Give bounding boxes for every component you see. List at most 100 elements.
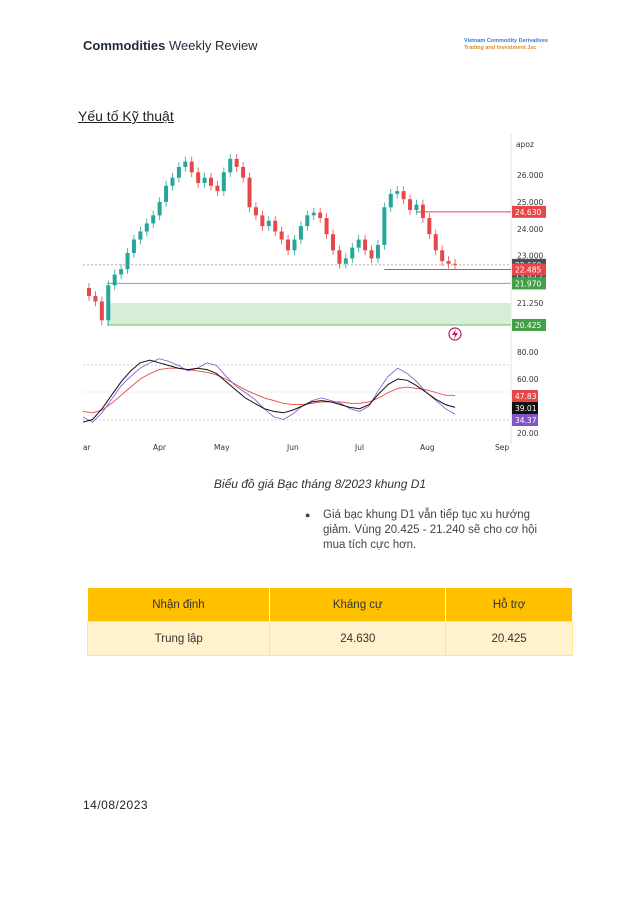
candle-body — [298, 226, 303, 240]
candle-body — [350, 247, 355, 259]
indicator-tag-label: 47.83 — [515, 392, 537, 401]
outlook-table: Nhận định Kháng cự Hỗ trợ Trung lập 24.6… — [86, 588, 573, 656]
price-tag — [512, 277, 546, 290]
candle-body — [286, 239, 291, 251]
candle-body — [196, 172, 201, 184]
candle-body — [221, 172, 226, 192]
candle-body — [266, 220, 271, 227]
indicator-smooth-line — [83, 359, 456, 423]
price-tick-label: 26.000 — [517, 171, 543, 180]
silver-price-chart: apoz 26.000 25.000 24.000 23.000 21.250 24.6… — [83, 134, 557, 456]
lightning-icon — [448, 327, 462, 341]
candle-body — [157, 201, 162, 216]
candle-body — [170, 177, 175, 186]
brand-line2: Trading and Investment Jsc — [464, 45, 537, 51]
candle-body — [125, 253, 130, 270]
candle-body — [337, 250, 342, 264]
candle-body — [453, 263, 457, 265]
indicator-tick-label: 80.00 — [517, 348, 539, 357]
candle-body — [311, 212, 316, 216]
candle-body — [209, 177, 213, 186]
report-date: 14/08/2023 — [83, 798, 149, 812]
candle-body — [318, 212, 323, 219]
price-tick-label: 23.000 — [517, 252, 543, 261]
table-row: Trung lập 24.630 20.425 — [86, 621, 573, 656]
candle-body — [234, 158, 239, 167]
company-logo-text: Vietnam Commodity Derivatives Trading an… — [464, 38, 548, 52]
x-tick-label: Sep — [495, 443, 509, 452]
indicator-tag-label: 34.37 — [515, 416, 537, 425]
candle-body — [131, 239, 136, 254]
indicator-tag — [512, 414, 538, 426]
price-tag — [512, 263, 546, 276]
candle-body — [241, 166, 246, 178]
x-tick-label: ar — [83, 443, 92, 452]
resistance-line — [384, 211, 511, 271]
x-tick-label: Apr — [153, 443, 167, 452]
price-tag — [512, 318, 546, 331]
candle-body — [260, 215, 265, 227]
candle-body — [292, 239, 297, 251]
candle-body — [247, 177, 252, 208]
candle-body — [138, 231, 143, 240]
header-support: Hỗ trợ — [445, 588, 573, 622]
candle-body — [343, 258, 348, 264]
candle-body — [176, 166, 181, 178]
price-tick-label: 21.250 — [517, 299, 543, 308]
section-title: Yếu tố Kỹ thuật — [78, 108, 174, 124]
candle-body — [106, 285, 111, 321]
report-title: Commodities Weekly Review — [83, 38, 258, 53]
price-tag-label: 22.485 — [515, 266, 541, 275]
candle-body — [87, 287, 91, 297]
indicator-tick-label: 60.00 — [517, 375, 539, 384]
chart-caption: Biểu đồ giá Bạc tháng 8/2023 khung D1 — [213, 477, 427, 491]
candle-body — [144, 223, 149, 232]
bullet-text: Giá bạc khung D1 vẫn tiếp tục xu hướng g… — [323, 509, 538, 551]
candle-body — [440, 250, 445, 262]
indicator-tag — [512, 402, 538, 414]
x-tick-label: Jul — [354, 443, 364, 452]
candle-body — [189, 161, 194, 173]
candle-body — [446, 261, 451, 264]
header-assessment: Nhận định — [87, 588, 271, 622]
brand-line1: Vietnam Commodity Derivatives — [464, 38, 548, 44]
candle-body — [119, 269, 124, 275]
price-tick-label: 25.000 — [517, 198, 543, 207]
cell-resistance: 24.630 — [269, 621, 447, 656]
indicator-tag — [512, 390, 538, 402]
candle-body — [273, 220, 278, 232]
candle-body — [93, 296, 98, 302]
indicator-tag-label: 39.01 — [515, 404, 537, 413]
candle-body — [382, 207, 387, 245]
price-tag-label: 24.630 — [515, 208, 541, 217]
x-tick-label: Aug — [420, 443, 435, 452]
candle-body — [112, 274, 117, 286]
candle-body — [414, 204, 419, 210]
candle-body — [356, 239, 361, 248]
x-tick-label: May — [214, 443, 230, 452]
candle-body — [202, 177, 207, 184]
price-tag-label: 21.970 — [515, 279, 541, 288]
indicator-tick-label: 20.00 — [517, 429, 539, 438]
candle-body — [395, 191, 400, 194]
candle-body — [408, 199, 413, 210]
header-resistance: Kháng cự — [269, 588, 447, 622]
cell-assessment: Trung lập — [86, 621, 271, 656]
x-tick-label: Jun — [286, 443, 299, 452]
price-tag — [512, 205, 546, 218]
candle-body — [369, 250, 374, 259]
candle-body — [375, 244, 380, 259]
candle-body — [433, 234, 438, 251]
support-zone — [107, 303, 511, 325]
indicator-rsi-line — [83, 358, 456, 423]
instrument-label: apoz — [516, 140, 534, 149]
indicator-signal-line — [83, 367, 456, 414]
candle-body — [324, 218, 329, 235]
candle-body — [363, 239, 368, 251]
candle-body — [183, 161, 188, 167]
cell-support: 20.425 — [445, 621, 573, 656]
candle-body — [151, 215, 156, 224]
table-header-row: Nhận định Kháng cự Hỗ trợ — [87, 588, 573, 622]
bullet-dot: ● — [305, 510, 311, 520]
candle-body — [279, 231, 284, 240]
